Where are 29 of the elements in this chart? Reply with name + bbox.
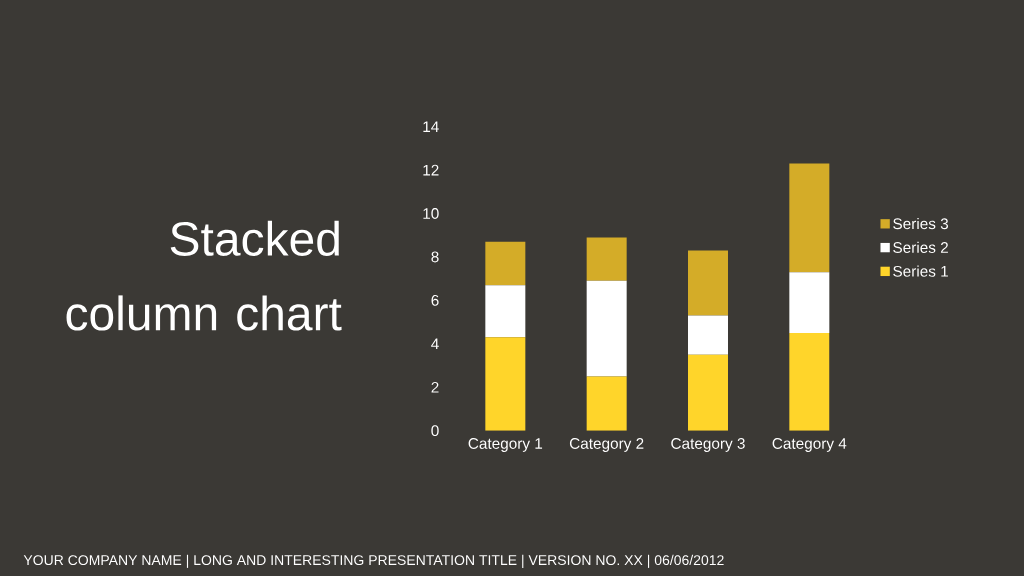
bar: [485, 241, 526, 286]
y-tick-label: 4: [431, 338, 439, 350]
legend-label: Series 1: [893, 265, 948, 277]
legend-label: Series 3: [893, 217, 949, 230]
bar: [586, 376, 627, 431]
x-tick-label: Category 4: [772, 438, 847, 452]
y-tick-label: 10: [423, 208, 439, 219]
bar: [586, 280, 627, 377]
bar: [586, 237, 627, 281]
bar: [789, 163, 830, 273]
x-tick-label: Category 1: [468, 438, 543, 452]
y-tick-label: 14: [423, 121, 439, 132]
legend-label: Series 2: [893, 241, 948, 253]
bar: [789, 332, 830, 431]
x-tick-label: Category 3: [671, 438, 745, 452]
y-tick-label: 8: [431, 251, 439, 263]
text: Stacked column chart: [66, 220, 342, 331]
bar: [688, 250, 728, 316]
bar: [688, 315, 728, 355]
y-tick-label: 2: [431, 381, 439, 393]
text: YOUR COMPANY NAME | LONG AND INTERESTING PRESENTATION TITLE | VERSION NO. XX | 06/06/2012: [23, 554, 724, 568]
y-tick-label: 0: [431, 425, 439, 437]
y-tick-label: 12: [423, 164, 439, 176]
y-tick-label: 6: [431, 294, 439, 306]
bar: [485, 337, 526, 431]
bar: [789, 272, 830, 333]
bar: [485, 285, 526, 338]
bar: [688, 354, 728, 431]
x-tick-label: Category 2: [569, 438, 644, 452]
